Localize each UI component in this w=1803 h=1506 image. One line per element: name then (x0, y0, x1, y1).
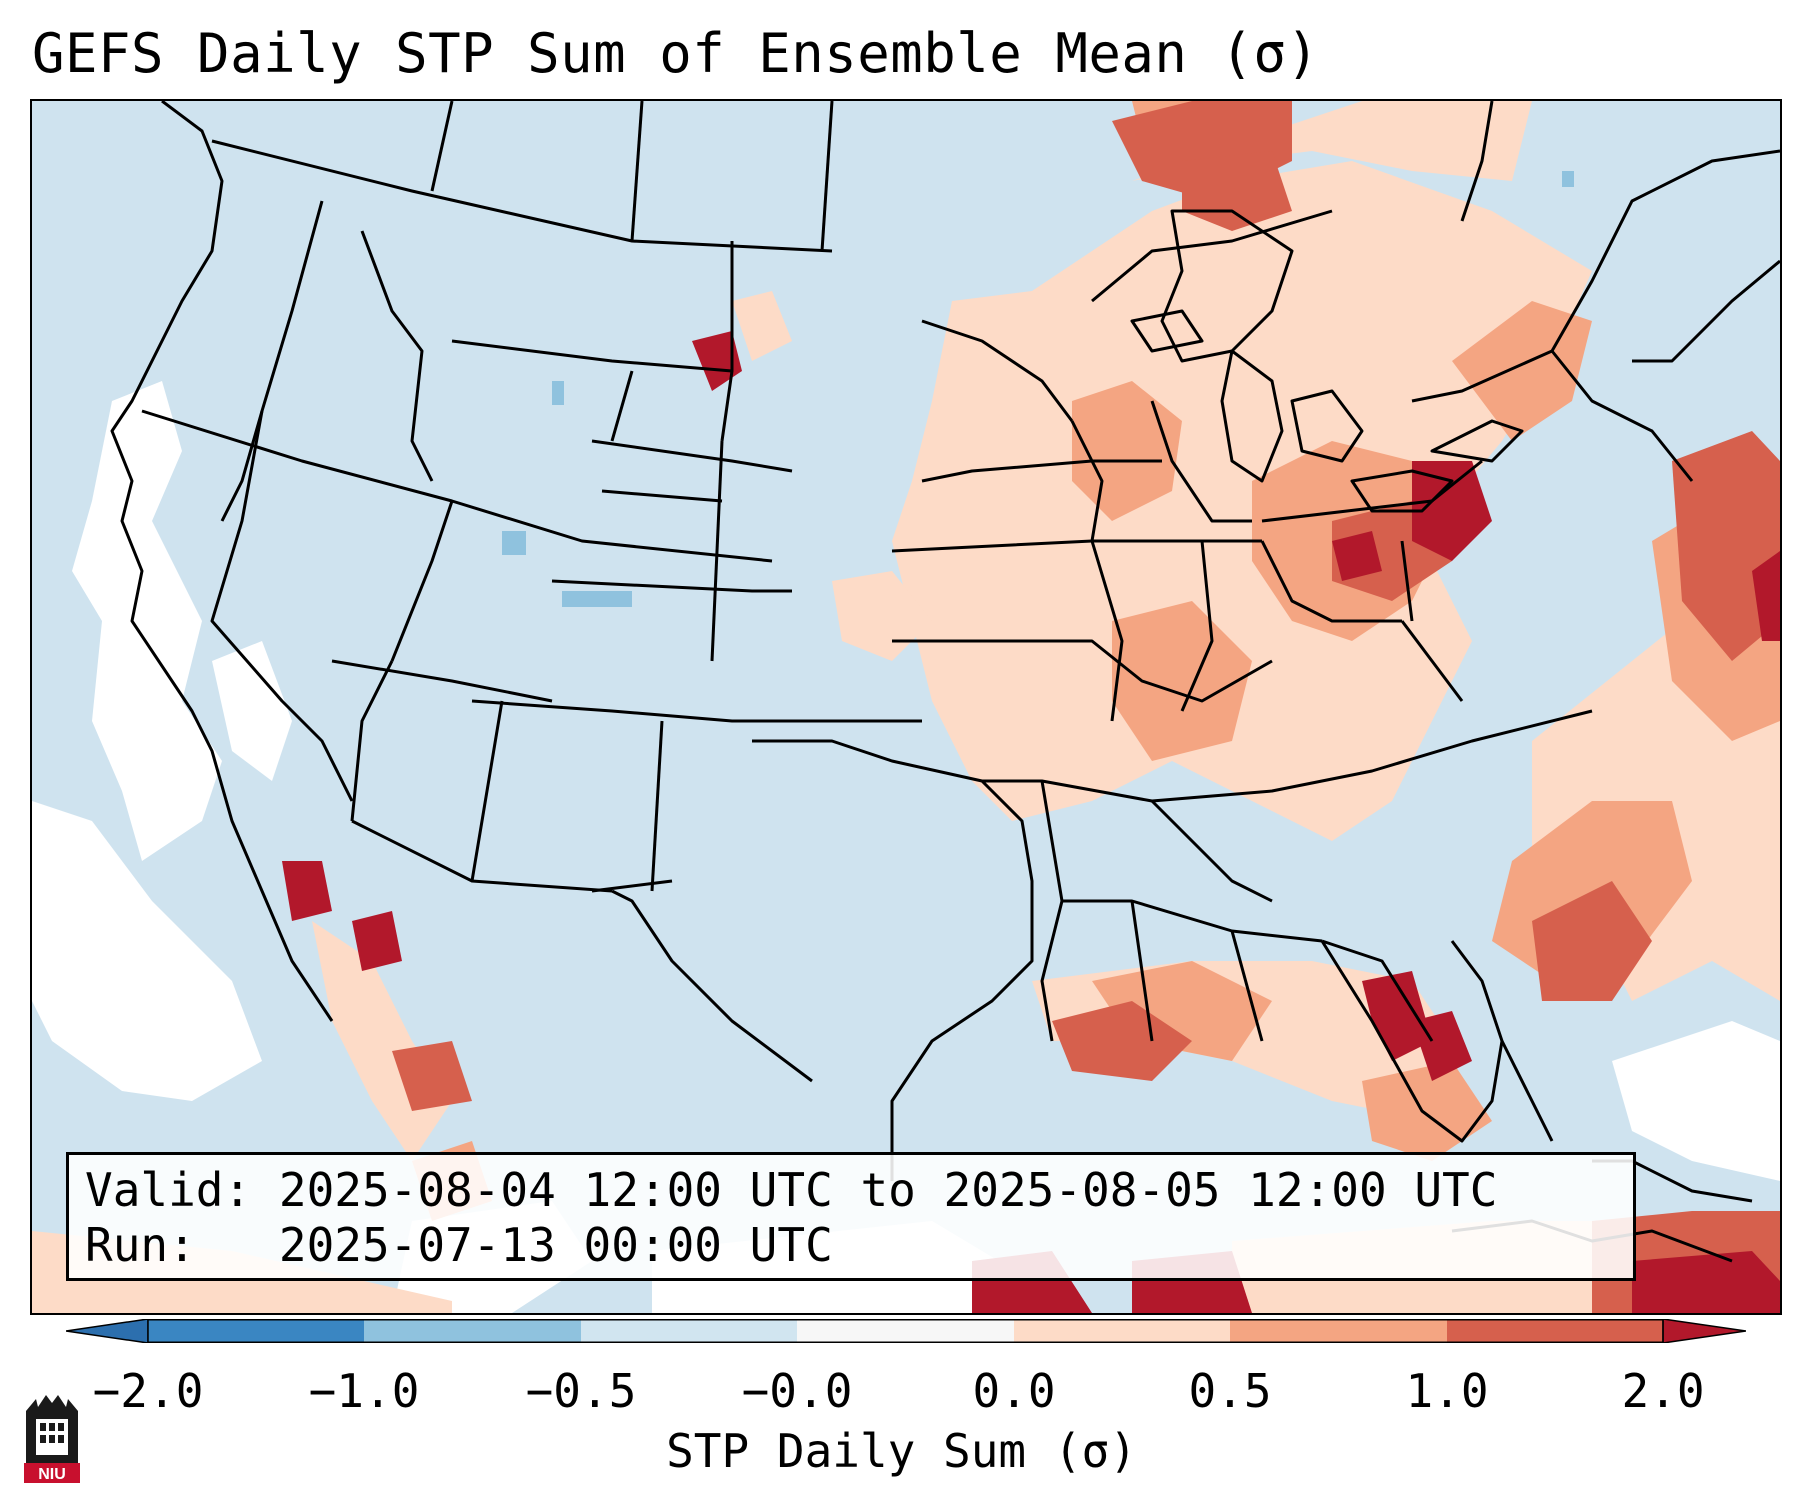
colorbar-extend-high (1662, 1319, 1746, 1343)
colorbar-bin-6 (1230, 1319, 1447, 1343)
run-value: 2025-07-13 00:00 UTC (278, 1218, 833, 1272)
valid-value: 2025-08-04 12:00 UTC to 2025-08-05 12:00… (278, 1163, 1498, 1217)
colorbar-tick-label: 0.5 (1188, 1364, 1272, 1418)
colorbar-tick-label: 1.0 (1405, 1364, 1489, 1418)
colorbar-bin-7 (1447, 1319, 1663, 1343)
colorbar-tick-label: −0.0 (741, 1364, 853, 1418)
colorbar-tick-label: −0.5 (525, 1364, 637, 1418)
colorbar-tick-label: −1.0 (308, 1364, 420, 1418)
valid-label: Valid: (85, 1163, 252, 1217)
anomaly-map (32, 101, 1780, 1313)
negative-anomaly-cells (502, 171, 1574, 607)
colorbar-bin-4 (797, 1319, 1014, 1343)
colorbar-label: STP Daily Sum (σ) (666, 1424, 1137, 1478)
colorbar-bin-1 (148, 1319, 364, 1343)
light-positive-areas (32, 101, 1780, 1313)
colorbar-tick-label: 2.0 (1621, 1364, 1705, 1418)
logo-text: NIU (38, 1466, 66, 1483)
valid-run-info-box: Valid: 2025-08-04 12:00 UTC to 2025-08-0… (66, 1152, 1636, 1281)
colorbar-tick-label: 0.0 (972, 1364, 1056, 1418)
map-title: GEFS Daily STP Sum of Ensemble Mean (σ) (32, 22, 1320, 85)
map-panel (30, 99, 1782, 1315)
colorbar (66, 1319, 1746, 1343)
colorbar-tick-label: −2.0 (92, 1364, 204, 1418)
colorbar-bin-2 (364, 1319, 581, 1343)
run-label: Run: (85, 1218, 196, 1272)
colorbar-bin-3 (581, 1319, 797, 1343)
colorbar-extend-low (66, 1319, 149, 1343)
boundary-lines (110, 101, 1780, 1263)
niu-logo-icon: NIU (24, 1395, 80, 1483)
colorbar-bin-5 (1014, 1319, 1230, 1343)
